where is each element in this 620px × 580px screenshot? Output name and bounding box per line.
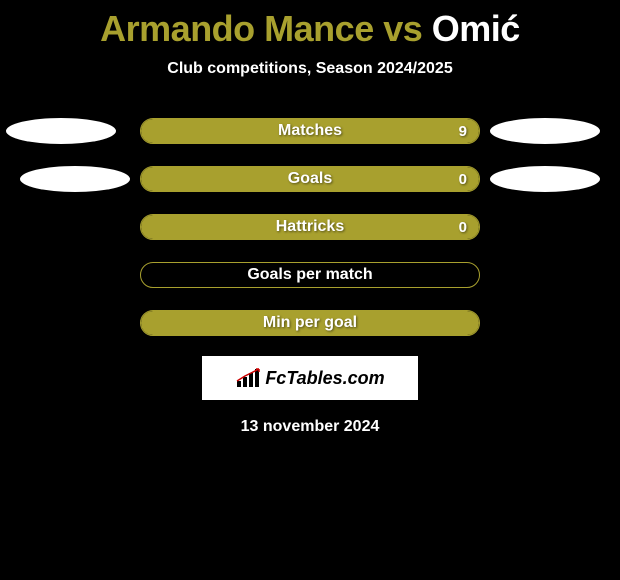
chart-icon: [235, 367, 261, 389]
stat-value: 9: [459, 123, 467, 140]
stat-label: Matches: [278, 122, 342, 140]
stat-label: Hattricks: [276, 218, 344, 236]
vs-text: vs: [383, 8, 422, 49]
right-ellipse: [490, 118, 600, 144]
left-ellipse: [20, 166, 130, 192]
stat-bar: Matches 9: [140, 118, 480, 144]
stat-value: 0: [459, 219, 467, 236]
stat-bar: Hattricks 0: [140, 214, 480, 240]
comparison-title: Armando Mance vs Omić: [0, 0, 620, 50]
stat-bar: Goals per match: [140, 262, 480, 288]
stat-row: Hattricks 0: [0, 214, 620, 240]
fctables-logo: FcTables.com: [235, 367, 384, 389]
player1-name: Armando Mance: [100, 8, 374, 49]
logo-text: FcTables.com: [265, 368, 384, 389]
left-ellipse: [6, 118, 116, 144]
stat-row: Min per goal: [0, 310, 620, 336]
right-ellipse: [490, 166, 600, 192]
stat-bar: Goals 0: [140, 166, 480, 192]
date-text: 13 november 2024: [0, 418, 620, 436]
stat-bar: Min per goal: [140, 310, 480, 336]
stat-row: Matches 9: [0, 118, 620, 144]
stat-label: Min per goal: [263, 314, 357, 332]
player2-name: Omić: [432, 8, 520, 49]
stat-row: Goals per match: [0, 262, 620, 288]
stat-rows: Matches 9 Goals 0 Hattricks 0 Goals per match M…: [0, 118, 620, 336]
logo-box: FcTables.com: [202, 356, 418, 400]
subtitle: Club competitions, Season 2024/2025: [0, 60, 620, 78]
stat-value: 0: [459, 171, 467, 188]
stat-label: Goals per match: [247, 266, 372, 284]
stat-label: Goals: [288, 170, 332, 188]
stat-row: Goals 0: [0, 166, 620, 192]
